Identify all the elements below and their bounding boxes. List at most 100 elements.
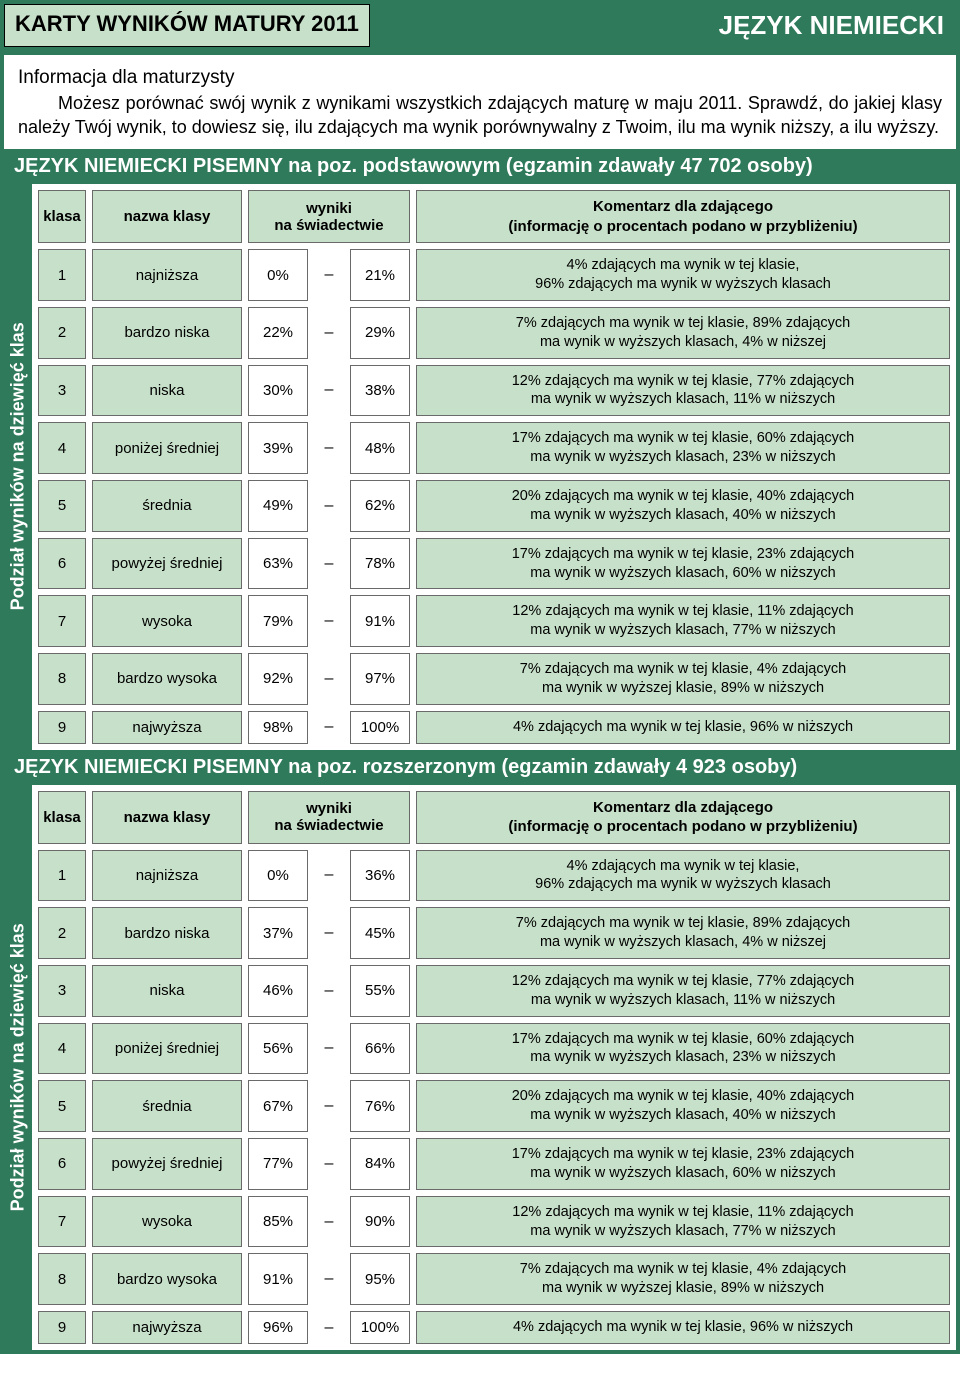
cell-range-lo: 79% [248, 595, 308, 647]
cell-klasa: 4 [38, 1023, 86, 1075]
cell-dash: – [314, 1253, 344, 1305]
cell-range-hi: 95% [350, 1253, 410, 1305]
cell-nazwa: średnia [92, 480, 242, 532]
cell-dash: – [314, 711, 344, 744]
cell-range-lo: 63% [248, 538, 308, 590]
table-row: 6powyżej średniej77%–84%17% zdających ma… [38, 1138, 950, 1190]
table-row: 4poniżej średniej39%–48%17% zdających ma… [38, 422, 950, 474]
cell-klasa: 6 [38, 538, 86, 590]
intro-heading: Informacja dla maturzysty [18, 65, 942, 91]
cell-nazwa: powyżej średniej [92, 538, 242, 590]
cell-range-hi: 91% [350, 595, 410, 647]
cell-nazwa: najwyższa [92, 711, 242, 744]
cell-nazwa: bardzo niska [92, 907, 242, 959]
cell-klasa: 4 [38, 422, 86, 474]
cell-comment: 4% zdających ma wynik w tej klasie,96% z… [416, 249, 950, 301]
cell-comment: 12% zdających ma wynik w tej klasie, 77%… [416, 965, 950, 1017]
cell-nazwa: wysoka [92, 1196, 242, 1248]
cell-dash: – [314, 1138, 344, 1190]
table-row: 2bardzo niska37%–45%7% zdających ma wyni… [38, 907, 950, 959]
cell-range-lo: 77% [248, 1138, 308, 1190]
cell-range-lo: 85% [248, 1196, 308, 1248]
cell-comment: 12% zdających ma wynik w tej klasie, 11%… [416, 1196, 950, 1248]
cell-comment: 4% zdających ma wynik w tej klasie, 96% … [416, 1311, 950, 1344]
cell-range-lo: 39% [248, 422, 308, 474]
cell-range-lo: 22% [248, 307, 308, 359]
cell-nazwa: bardzo niska [92, 307, 242, 359]
cell-klasa: 5 [38, 480, 86, 532]
cell-range-lo: 49% [248, 480, 308, 532]
cell-range-lo: 67% [248, 1080, 308, 1132]
cell-dash: – [314, 595, 344, 647]
table-row: 4poniżej średniej56%–66%17% zdających ma… [38, 1023, 950, 1075]
cell-nazwa: wysoka [92, 595, 242, 647]
cell-range-hi: 21% [350, 249, 410, 301]
cell-comment: 4% zdających ma wynik w tej klasie,96% z… [416, 850, 950, 902]
hdr-wyniki: wynikina świadectwie [248, 791, 410, 844]
cell-comment: 17% zdających ma wynik w tej klasie, 23%… [416, 1138, 950, 1190]
cell-range-hi: 48% [350, 422, 410, 474]
title-bar: KARTY WYNIKÓW MATURY 2011 JĘZYK NIEMIECK… [4, 4, 956, 47]
hdr-wyniki: wynikina świadectwie [248, 190, 410, 243]
side-label: Podział wyników na dziewięć klas [4, 184, 32, 749]
cell-range-hi: 29% [350, 307, 410, 359]
cell-nazwa: powyżej średniej [92, 1138, 242, 1190]
table-row: 5średnia67%–76%20% zdających ma wynik w … [38, 1080, 950, 1132]
cell-range-hi: 45% [350, 907, 410, 959]
cell-nazwa: najniższa [92, 850, 242, 902]
cell-nazwa: poniżej średniej [92, 1023, 242, 1075]
table-row: 3niska46%–55%12% zdających ma wynik w te… [38, 965, 950, 1017]
cell-klasa: 1 [38, 850, 86, 902]
table-area: klasanazwa klasywynikina świadectwieKome… [32, 785, 956, 1350]
cell-dash: – [314, 422, 344, 474]
cell-range-lo: 56% [248, 1023, 308, 1075]
table-row: 8bardzo wysoka91%–95%7% zdających ma wyn… [38, 1253, 950, 1305]
hdr-comment: Komentarz dla zdającego(informację o pro… [416, 791, 950, 844]
cell-comment: 7% zdających ma wynik w tej klasie, 89% … [416, 307, 950, 359]
cell-comment: 12% zdających ma wynik w tej klasie, 77%… [416, 365, 950, 417]
cell-comment: 20% zdających ma wynik w tej klasie, 40%… [416, 1080, 950, 1132]
cell-klasa: 6 [38, 1138, 86, 1190]
table-row: 5średnia49%–62%20% zdających ma wynik w … [38, 480, 950, 532]
hdr-nazwa: nazwa klasy [92, 190, 242, 243]
cell-nazwa: najwyższa [92, 1311, 242, 1344]
cell-comment: 7% zdających ma wynik w tej klasie, 4% z… [416, 1253, 950, 1305]
table-row: 8bardzo wysoka92%–97%7% zdających ma wyn… [38, 653, 950, 705]
cell-comment: 17% zdających ma wynik w tej klasie, 23%… [416, 538, 950, 590]
table-row: 9najwyższa96%–100%4% zdających ma wynik … [38, 1311, 950, 1344]
cell-dash: – [314, 1080, 344, 1132]
cell-klasa: 8 [38, 1253, 86, 1305]
cell-klasa: 7 [38, 1196, 86, 1248]
cell-range-hi: 66% [350, 1023, 410, 1075]
cell-klasa: 3 [38, 365, 86, 417]
results-table: klasanazwa klasywynikina świadectwieKome… [32, 785, 956, 1350]
cell-comment: 12% zdających ma wynik w tej klasie, 11%… [416, 595, 950, 647]
cell-range-hi: 38% [350, 365, 410, 417]
cell-range-hi: 76% [350, 1080, 410, 1132]
cell-nazwa: poniżej średniej [92, 422, 242, 474]
cell-comment: 17% zdających ma wynik w tej klasie, 60%… [416, 1023, 950, 1075]
table-row: 3niska30%–38%12% zdających ma wynik w te… [38, 365, 950, 417]
table-area: klasanazwa klasywynikina świadectwieKome… [32, 184, 956, 749]
section-wrap: Podział wyników na dziewięć klasklasanaz… [4, 785, 956, 1350]
cell-comment: 7% zdających ma wynik w tej klasie, 4% z… [416, 653, 950, 705]
cell-dash: – [314, 1023, 344, 1075]
cell-klasa: 2 [38, 907, 86, 959]
results-table: klasanazwa klasywynikina świadectwieKome… [32, 184, 956, 749]
table-row: 7wysoka85%–90%12% zdających ma wynik w t… [38, 1196, 950, 1248]
section-wrap: Podział wyników na dziewięć klasklasanaz… [4, 184, 956, 749]
cell-dash: – [314, 653, 344, 705]
cell-nazwa: bardzo wysoka [92, 1253, 242, 1305]
cell-dash: – [314, 365, 344, 417]
cell-nazwa: najniższa [92, 249, 242, 301]
cell-range-hi: 97% [350, 653, 410, 705]
cell-klasa: 2 [38, 307, 86, 359]
side-label: Podział wyników na dziewięć klas [4, 785, 32, 1350]
cell-range-lo: 46% [248, 965, 308, 1017]
intro-body: Możesz porównać swój wynik z wynikami ws… [18, 91, 942, 140]
cell-range-hi: 90% [350, 1196, 410, 1248]
table-row: 6powyżej średniej63%–78%17% zdających ma… [38, 538, 950, 590]
cell-range-hi: 78% [350, 538, 410, 590]
cell-klasa: 9 [38, 1311, 86, 1344]
cell-dash: – [314, 850, 344, 902]
